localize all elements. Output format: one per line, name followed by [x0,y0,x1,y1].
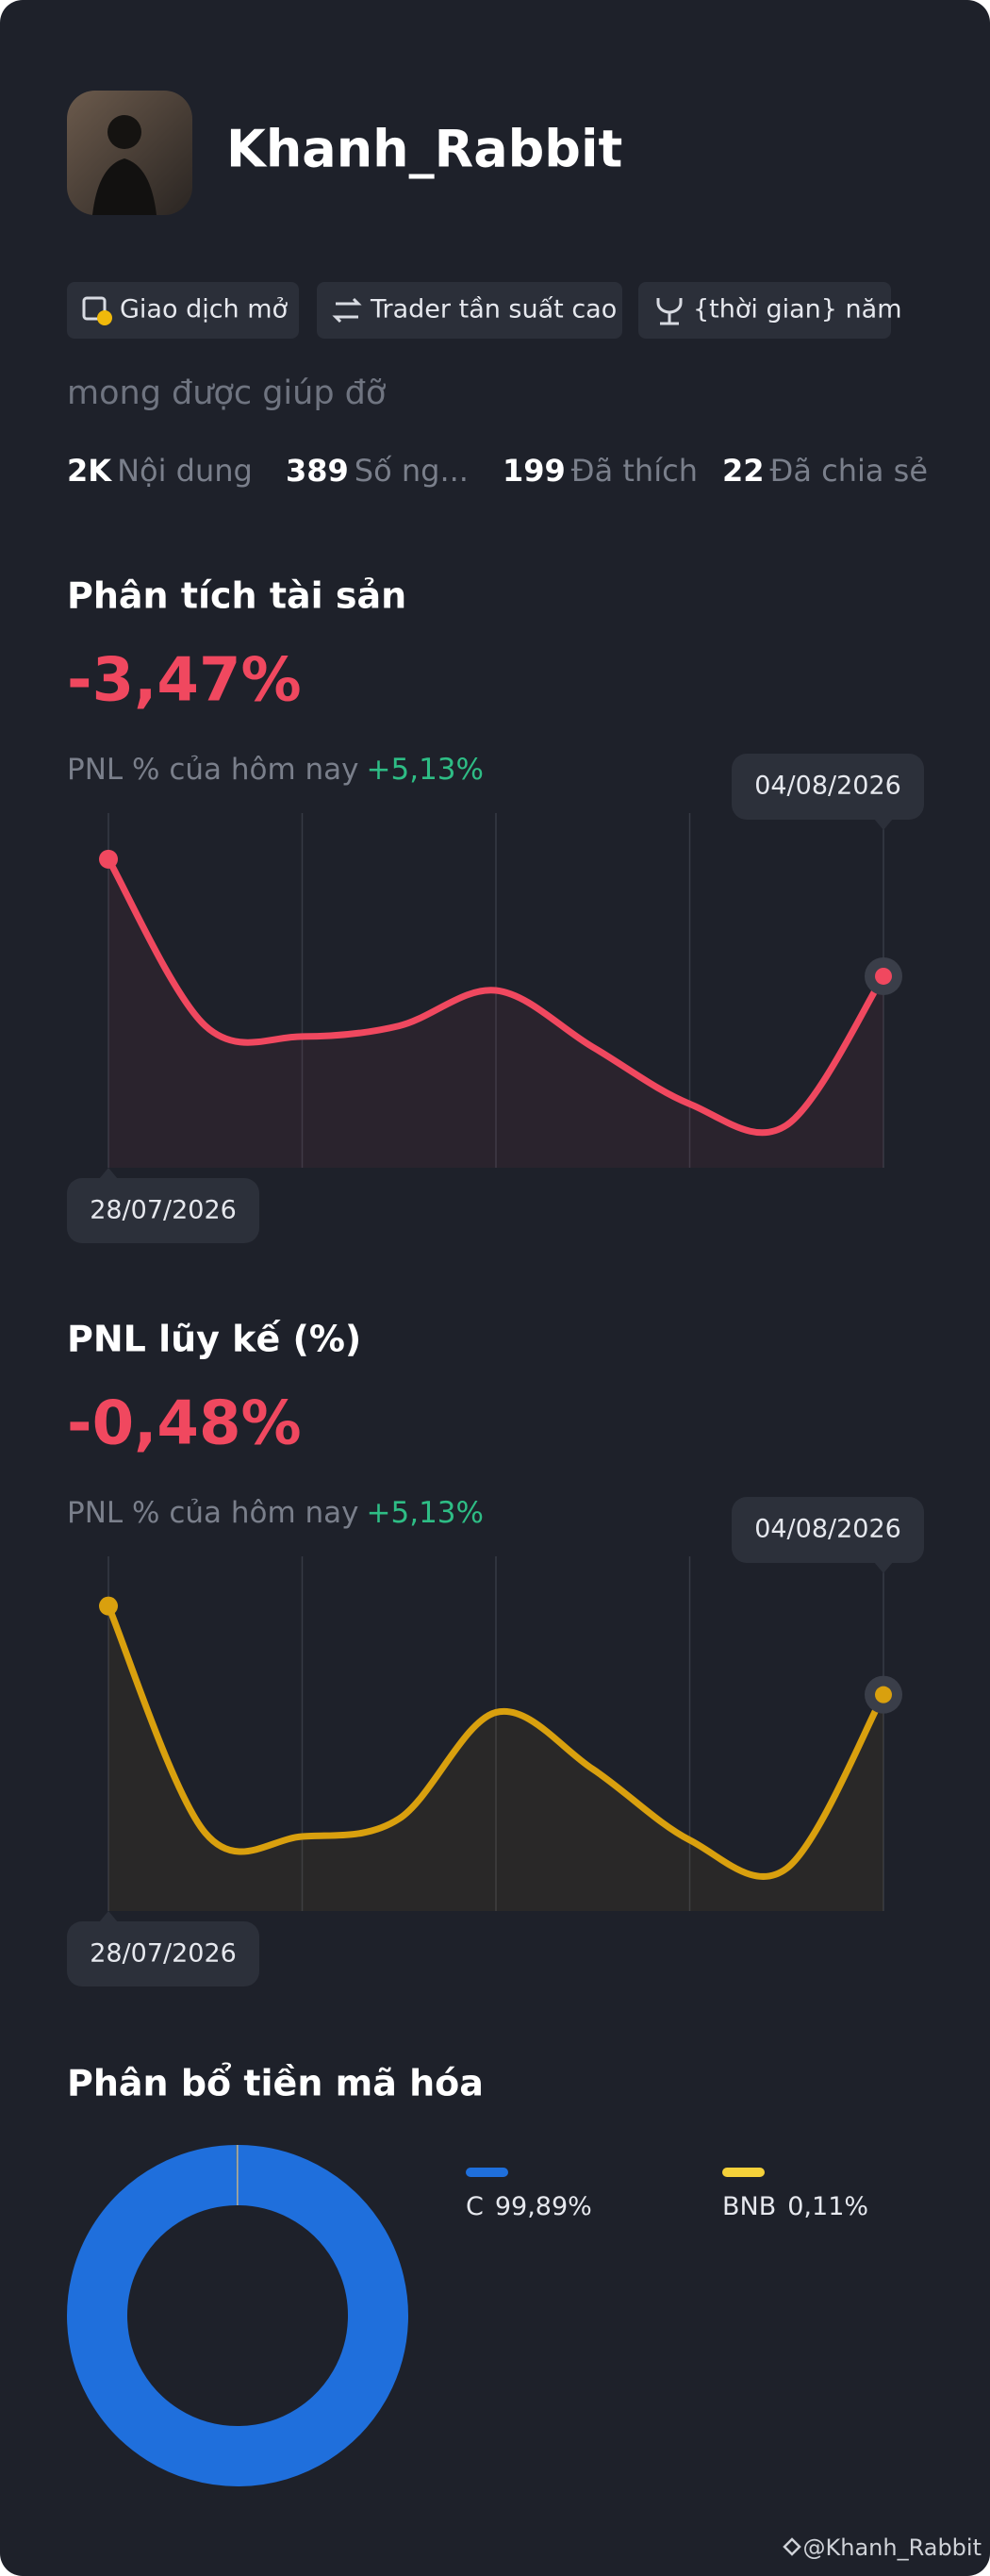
end-point [875,1686,892,1703]
watermark-text: @Khanh_Rabbit [803,2534,982,2561]
avatar[interactable] [67,91,192,215]
legend-entry: BNB 0,11% [722,2192,868,2221]
tooltip-date: 04/08/2026 [754,772,901,801]
stat-value: 2K [67,453,112,489]
stat[interactable]: 22 Đã chia sẻ [722,453,928,489]
stat[interactable]: 199 Đã thích [503,453,698,489]
line [105,856,887,1137]
tooltip-pointer [874,1562,893,1573]
stat[interactable]: 2K Nội dung [67,453,253,489]
legend-name: BNB [722,2192,776,2221]
legend-swatch [466,2168,508,2177]
tooltip-pointer [874,819,893,830]
today-value: +5,13% [367,1496,484,1530]
stat-value: 22 [722,453,765,489]
tag-label: Giao dịch mở [120,295,289,324]
tooltip-pointer [99,1168,118,1179]
bio: mong được giúp đỡ [67,374,387,412]
username: Khanh_Rabbit [226,120,622,179]
tag[interactable]: Trader tần suất cao [317,282,622,339]
headline-value: -3,47% [67,646,302,716]
tooltip [67,1921,259,1986]
tag-label: {thời gian} năm [693,295,902,324]
today-value: +5,13% [367,753,484,787]
watermark: @Khanh_Rabbit [783,2534,982,2561]
start-point [99,1596,118,1616]
tooltip [732,1497,924,1563]
tooltip [67,1178,259,1243]
tooltip [732,754,924,820]
stat-label: Đã thích [571,453,698,489]
start-point [99,849,118,869]
line [105,1603,887,1880]
stat-value: 199 [503,453,566,489]
today-label: PNL % của hôm nay [67,1496,359,1530]
area [108,1605,883,1911]
stat-label: Đã chia sẻ [770,453,928,489]
stat-label: Số ng... [355,453,469,489]
area [108,858,883,1168]
tooltip-date: 28/07/2026 [90,1196,237,1225]
tooltip-pointer [99,1911,118,1922]
section-title: PNL lũy kế (%) [67,1319,361,1360]
legend-value: 0,11% [787,2192,868,2221]
legend-entry: C 99,89% [466,2192,592,2221]
tag[interactable]: {thời gian} năm [638,282,902,339]
tag[interactable]: Giao dịch mở [67,282,299,339]
stat-label: Nội dung [117,453,253,489]
end-point [875,967,892,985]
legend-swatch [722,2168,765,2177]
today-label: PNL % của hôm nay [67,753,359,787]
tooltip-date: 04/08/2026 [754,1515,901,1544]
tooltip-date: 28/07/2026 [90,1939,237,1969]
donut-slice [66,2145,408,2486]
section-title: Phân tích tài sản [67,575,406,617]
today-pnl: PNL % của hôm nay +5,13% [67,1496,484,1530]
headline-value: -0,48% [67,1389,302,1459]
today-pnl: PNL % của hôm nay +5,13% [67,753,484,787]
section-title: Phân bổ tiền mã hóa [67,2063,484,2104]
legend-name: C [466,2192,484,2221]
stat-value: 389 [286,453,349,489]
stat[interactable]: 389 Số ng... [286,453,469,489]
tag-label: Trader tần suất cao [370,295,617,324]
legend-value: 99,89% [495,2192,592,2221]
